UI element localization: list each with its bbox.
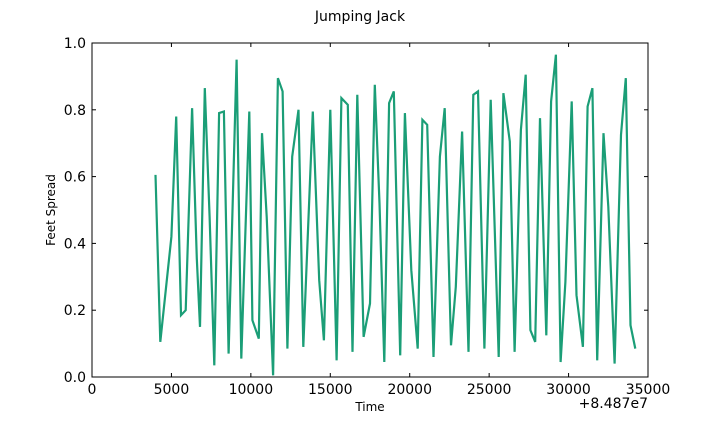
x-tick-label: 10000: [229, 382, 274, 398]
y-tick-label: 0.4: [64, 236, 86, 252]
x-axis-label: Time: [354, 400, 384, 414]
x-tick-label: 25000: [467, 382, 512, 398]
y-tick-label: 0.8: [64, 103, 86, 119]
series-line-0: [154, 54, 637, 376]
x-offset-label: +8.487e7: [579, 396, 648, 412]
y-tick-label: 0.0: [64, 370, 86, 386]
y-axis-label: Feet Spread: [44, 174, 58, 246]
x-tick-label: 35000: [626, 382, 671, 398]
y-tick-label: 1.0: [64, 36, 86, 52]
chart-title: Jumping Jack: [314, 9, 406, 25]
series-layer: [154, 54, 637, 376]
x-tick-label: 5000: [154, 382, 190, 398]
y-tick-label: 0.6: [64, 170, 86, 186]
plot-area: [91, 42, 649, 378]
x-tick-label: 30000: [546, 382, 591, 398]
y-tick-label: 0.2: [64, 303, 86, 319]
x-tick-label: 0: [88, 382, 97, 398]
x-tick-label: 20000: [387, 382, 432, 398]
x-tick-label: 15000: [308, 382, 353, 398]
axis-ticks: 0 5000 10000 15000 20000 25000 30000 35000 0.0 0.…: [64, 36, 671, 398]
